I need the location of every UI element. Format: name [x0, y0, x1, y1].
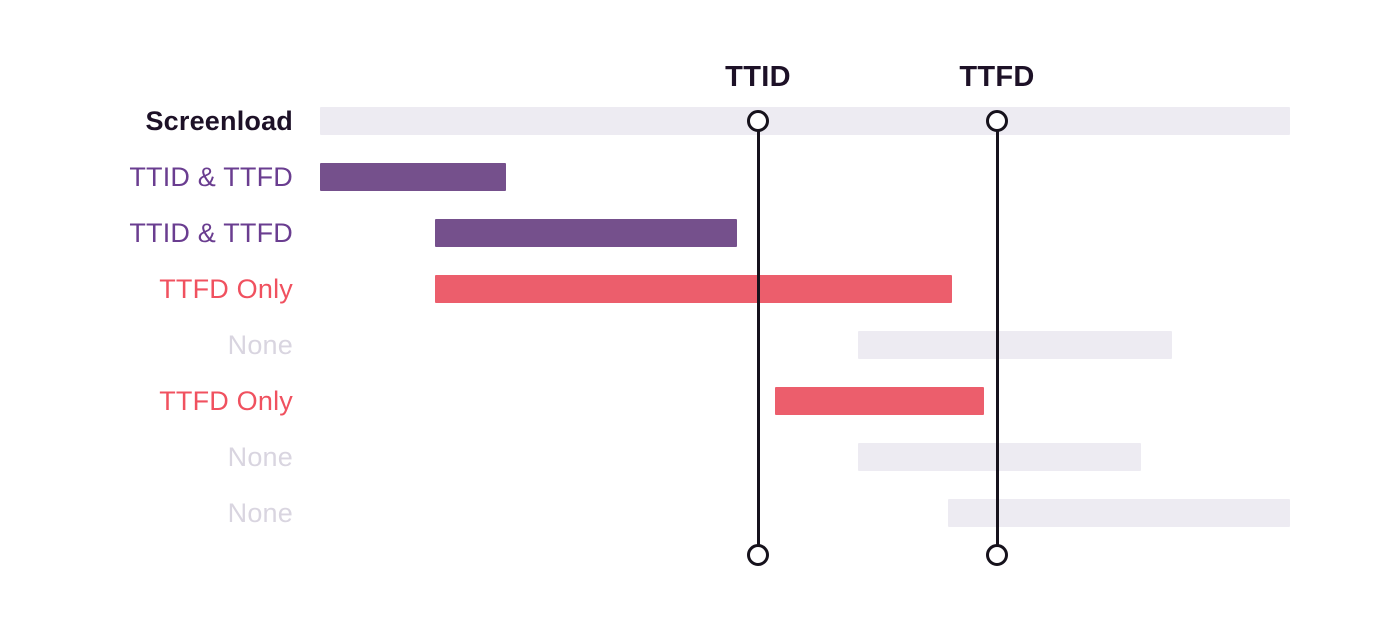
- ttfd-top-circle: [985, 109, 1008, 132]
- row-label-ttid-ttfd: TTID & TTFD: [129, 162, 293, 192]
- row-bar-none: [858, 331, 1172, 359]
- row-bar-none: [858, 443, 1141, 471]
- row-label-ttfd-only: TTFD Only: [159, 274, 293, 304]
- row-bar-screenload: [320, 107, 1290, 135]
- row-bar-ttfd-only: [435, 275, 952, 303]
- ttid-marker-line: [756, 121, 760, 555]
- row-label-none: None: [227, 498, 293, 528]
- row-label-screenload: Screenload: [145, 106, 293, 136]
- ttid-top-circle: [746, 109, 769, 132]
- row-label-none: None: [227, 330, 293, 360]
- ttfd-marker-label: TTFD: [959, 61, 1035, 93]
- row-bar-ttid-ttfd: [435, 219, 737, 247]
- row-bar-none: [948, 499, 1290, 527]
- ttfd-marker-line: [995, 121, 999, 555]
- ttfd-bottom-circle: [985, 543, 1008, 566]
- row-label-ttid-ttfd: TTID & TTFD: [129, 218, 293, 248]
- ttid-marker-label: TTID: [725, 61, 791, 93]
- row-label-none: None: [227, 442, 293, 472]
- ttid-bottom-circle: [746, 543, 769, 566]
- row-bar-ttid-ttfd: [320, 163, 506, 191]
- row-label-ttfd-only: TTFD Only: [159, 386, 293, 416]
- row-bar-ttfd-only: [775, 387, 984, 415]
